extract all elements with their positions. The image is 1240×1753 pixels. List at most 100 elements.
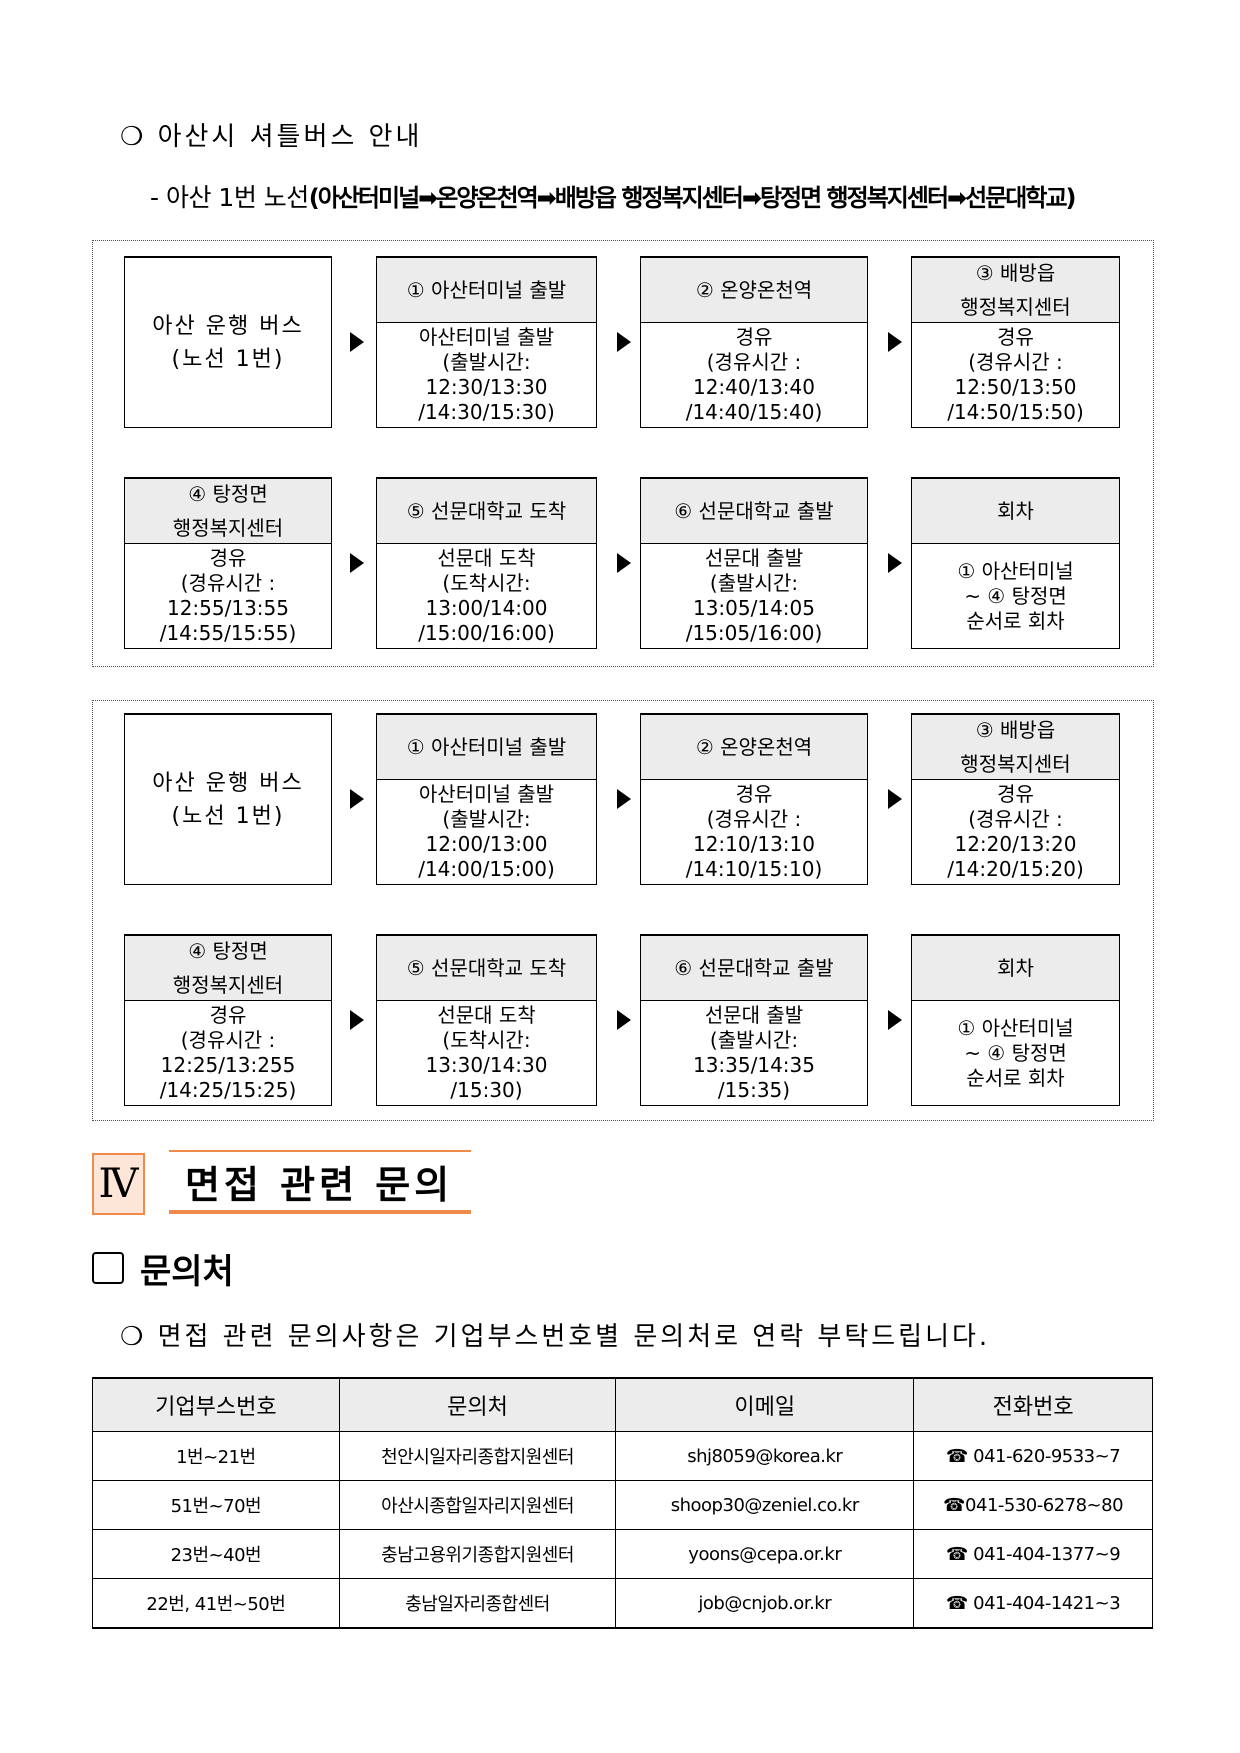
booth-cell: 51번~70번 (92, 1480, 340, 1530)
stop-detail-line: 12:40/13:40 (692, 375, 815, 399)
stop-detail-line: 경유 (997, 325, 1034, 349)
stop-detail-line: 선문대 도착 (437, 1003, 536, 1027)
stop-detail-line: (도착시간: (442, 571, 531, 595)
shuttle-title: 아산시 셔틀버스 안내 (157, 122, 423, 152)
stop-detail-line: 순서로 회차 (966, 608, 1065, 633)
stop-name-line: ③ 배방읍 (975, 261, 1056, 285)
stop-detail-line: (경유시간 : (968, 350, 1063, 374)
stop-detail-line: 12:20/13:20 (954, 832, 1077, 856)
header-phone: 전화번호 (913, 1377, 1153, 1432)
stop-detail-line: 경유 (997, 782, 1034, 806)
stop-detail-line: /15:35) (717, 1078, 791, 1102)
arrow-right-icon (350, 332, 364, 352)
stop-header: ① 아산터미널 출발 (377, 258, 596, 323)
stop-detail-line: (출발시간: (709, 571, 799, 595)
stop-detail-line: 13:00/14:00 (425, 596, 548, 620)
bus-label-line: (노선 1번) (171, 803, 285, 829)
stop-name-line: ⑤ 선문대학교 도착 (406, 499, 567, 523)
stop-body: 아산터미널 출발 (출발시간: 12:00/13:00/14:00/15:00) (377, 780, 596, 884)
stop-detail-line: /14:55/15:55) (159, 621, 297, 645)
note-text: 면접 관련 문의사항은 기업부스번호별 문의처로 연락 부탁드립니다. (157, 1322, 991, 1352)
stop-detail-line: /14:30/15:30) (418, 400, 555, 424)
stop-body: 선문대 출발 (출발시간: 13:35/14:35/15:35) (641, 1001, 867, 1105)
bus-label-line: 아산 운행 버스 (152, 770, 304, 796)
arrow-right-icon (617, 553, 631, 573)
stop-detail-line: /15:05/16:00) (685, 621, 823, 645)
stop-body: ① 아산터미널 ~ ④ 탕정면 순서로 회차 (912, 544, 1119, 648)
schedule-frame (92, 240, 1154, 667)
subheading-contacts: 문의처 (140, 1252, 234, 1292)
stop-body: 경유 (경유시간 :12:40/13:40/14:40/15:40) (641, 323, 867, 427)
table-row: 23번~40번 충남고용위기종합지원센터 yoons@cepa.or.kr ☎ 041… (92, 1529, 1153, 1579)
email-cell: shj8059@korea.kr (615, 1431, 915, 1481)
stop-detail-line: 선문대 도착 (437, 546, 536, 570)
stop-detail-line: ① 아산터미널 (957, 1015, 1074, 1040)
stop-detail-line: (출발시간: (442, 350, 531, 374)
stop-name-line: 행정복지센터 (172, 973, 284, 997)
stop-detail-line: 12:10/13:10 (692, 832, 815, 856)
stop-header: ④ 탕정면 행정복지센터 (125, 936, 331, 1001)
booth-cell: 1번~21번 (92, 1431, 340, 1481)
stop-detail-line: 아산터미널 출발 (418, 782, 555, 806)
stop-body: 선문대 도착 (도착시간: 13:00/14:00/15:00/16:00) (377, 544, 596, 648)
arrow-right-icon (617, 789, 631, 809)
stop-detail-line: 12:55/13:55 (166, 596, 289, 620)
stop-body: 경유 (경유시간 :12:55/13:55/14:55/15:55) (125, 544, 331, 648)
stop-header: ⑥ 선문대학교 출발 (641, 479, 867, 544)
stop-header: ② 온양온천역 (641, 258, 867, 323)
contact-cell: 충남고용위기종합지원센터 (338, 1529, 617, 1579)
stop-header: 회차 (912, 936, 1119, 1001)
stop-body: 경유 (경유시간 :12:20/13:20/14:20/15:20) (912, 780, 1119, 884)
stop-name-line: 회차 (997, 956, 1034, 980)
arrow-right-icon (617, 332, 631, 352)
stop-detail-line: ~ ④ 탕정면 (964, 583, 1067, 608)
stop-detail-line: /15:00/16:00) (418, 621, 555, 645)
table-row: 1번~21번 천안시일자리종합지원센터 shj8059@korea.kr ☎ 041-… (92, 1431, 1153, 1481)
arrow-right-icon (888, 789, 902, 809)
email-cell: yoons@cepa.or.kr (615, 1529, 915, 1579)
bus-label-line: (노선 1번) (171, 346, 285, 372)
stop-header: ⑤ 선문대학교 도착 (377, 479, 596, 544)
stop-detail-line: 13:30/14:30 (425, 1053, 548, 1077)
stop-detail-line: 선문대 출발 (704, 1003, 804, 1027)
stop-detail-line: /14:40/15:40) (685, 400, 823, 424)
stop-header: ① 아산터미널 출발 (377, 715, 596, 780)
stop-name-line: ⑤ 선문대학교 도착 (406, 956, 567, 980)
stop-detail-line: 12:50/13:50 (954, 375, 1077, 399)
stop-detail-line: /14:25/15:25) (159, 1078, 297, 1102)
stop-detail-line: 13:05/14:05 (692, 596, 815, 620)
stop-detail-line: (경유시간 : (180, 1028, 276, 1052)
stop-name-line: ⑥ 선문대학교 출발 (674, 956, 834, 980)
contact-note: ❍ 면접 관련 문의사항은 기업부스번호별 문의처로 연락 부탁드립니다. (120, 1316, 990, 1353)
stop-body: 선문대 출발 (출발시간: 13:05/14:05/15:05/16:00) (641, 544, 867, 648)
stop-name-line: ① 아산터미널 출발 (406, 278, 567, 302)
header-booth: 기업부스번호 (92, 1377, 340, 1432)
table-header-row: 기업부스번호 문의처 이메일 전화번호 (92, 1377, 1153, 1432)
stop-name-line: ③ 배방읍 (975, 718, 1056, 742)
stop-body: 경유 (경유시간 :12:50/13:50/14:50/15:50) (912, 323, 1119, 427)
stop-header: ⑥ 선문대학교 출발 (641, 936, 867, 1001)
stop-detail-line: 경유 (209, 1003, 247, 1027)
stop-name-line: 행정복지센터 (960, 752, 1071, 776)
arrow-right-icon (350, 1010, 364, 1030)
stop-box: ④ 탕정면 행정복지센터 경유 (경유시간 :12:25/13:255/14:25/1… (124, 934, 332, 1106)
route-detail: (아산터미널➡온양온천역➡배방읍 행정복지센터➡탕정면 행정복지센터➡선문대학교… (308, 184, 1077, 212)
stop-detail-line: (경유시간 : (706, 807, 802, 831)
stop-name-line: ⑥ 선문대학교 출발 (674, 499, 834, 523)
arrow-right-icon (888, 1010, 902, 1030)
stop-box: 회차 ① 아산터미널 ~ ④ 탕정면 순서로 회차 (911, 934, 1120, 1106)
contact-table: 기업부스번호 문의처 이메일 전화번호 1번~21번 천안시일자리종합지원센터 sh… (92, 1377, 1153, 1629)
stop-detail-line: 경유 (735, 325, 773, 349)
arrow-right-icon (350, 789, 364, 809)
phone-cell: ☎ 041-404-1421~3 (913, 1578, 1153, 1629)
stop-header: 회차 (912, 479, 1119, 544)
stop-name-line: ④ 탕정면 (188, 482, 268, 506)
email-cell: shoop30@zeniel.co.kr (615, 1480, 915, 1530)
stop-box: ② 온양온천역 경유 (경유시간 :12:10/13:10/14:10/15:10) (640, 713, 868, 885)
phone-cell: ☎ 041-404-1377~9 (913, 1529, 1153, 1579)
stop-detail-line: (도착시간: (442, 1028, 531, 1052)
stop-detail-line: 12:25/13:255 (160, 1053, 296, 1077)
stop-detail-line: (경유시간 : (706, 350, 802, 374)
section-heading-shuttle: ❍ 아산시 셔틀버스 안내 (120, 116, 422, 153)
